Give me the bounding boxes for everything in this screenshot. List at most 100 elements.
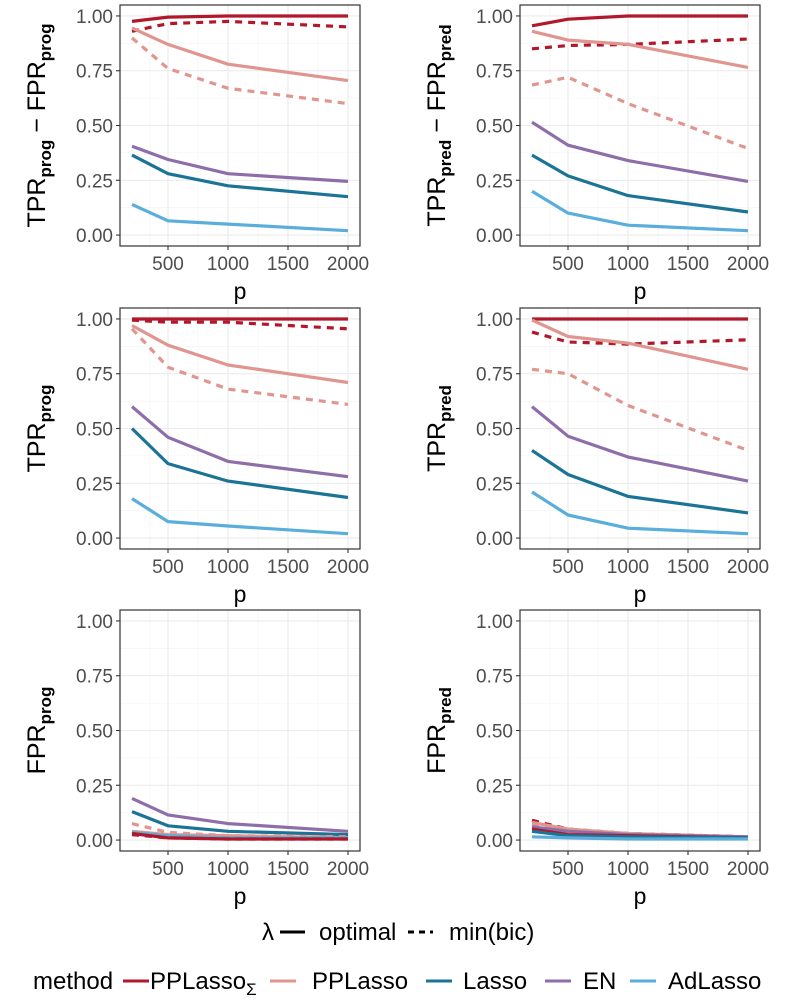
x-axis-title: p bbox=[234, 278, 247, 304]
legend-label-minbic: min(bic) bbox=[449, 919, 534, 946]
series-line-adlasso-optimal bbox=[131, 202, 349, 233]
y-tick-label: 0.00 bbox=[76, 831, 113, 852]
y-tick-label: 0.75 bbox=[476, 667, 513, 688]
y-tick-label: 1.00 bbox=[476, 612, 513, 633]
y-axis-title: TPRpred − FPRpred bbox=[423, 24, 455, 226]
y-axis-title: FPRprog bbox=[23, 687, 55, 775]
x-tick-label: 1000 bbox=[607, 859, 649, 880]
panel-1: 0.00 0.25 0.50 0.75 1.00 500 1000 1500 2000 p TPRp… bbox=[23, 4, 369, 304]
series-line-pplassosigma-minbic bbox=[131, 833, 348, 841]
y-axis-title: TPRprog − FPRprog bbox=[23, 23, 55, 227]
x-tick-label: 1500 bbox=[667, 557, 709, 578]
y-tick-label: 0.25 bbox=[476, 171, 513, 192]
y-tick-label: 1.00 bbox=[76, 7, 113, 28]
legend-label-adlasso: AdLasso bbox=[668, 968, 761, 995]
series-line-lasso-optimal bbox=[531, 829, 749, 840]
y-tick-label: 0.50 bbox=[76, 117, 113, 138]
x-tick-label: 1500 bbox=[267, 557, 309, 578]
y-tick-label: 1.00 bbox=[476, 7, 513, 28]
series-line-pplasso-minbic bbox=[130, 327, 349, 406]
method-legend-title: method bbox=[33, 968, 113, 995]
series-line-adlasso-optimal bbox=[131, 497, 349, 536]
x-tick-label: 2000 bbox=[727, 254, 769, 275]
x-tick-label: 1000 bbox=[607, 557, 649, 578]
x-tick-label: 1500 bbox=[667, 254, 709, 275]
x-tick-label: 1000 bbox=[207, 859, 249, 880]
y-tick-label: 0.25 bbox=[76, 474, 113, 495]
series-line-lasso-optimal bbox=[531, 449, 749, 515]
series-line-pplassosigma-minbic bbox=[531, 330, 749, 346]
series-line-pplassosigma-optimal bbox=[531, 14, 748, 28]
panel-6: 0.00 0.25 0.50 0.75 1.00 500 1000 1500 2000 p FPRp… bbox=[423, 609, 769, 909]
series-line-pplasso-optimal bbox=[531, 318, 749, 371]
y-tick-label: 0.50 bbox=[476, 722, 513, 743]
y-tick-label: 0.75 bbox=[476, 365, 513, 386]
x-tick-label: 500 bbox=[152, 557, 184, 578]
y-tick-label: 1.00 bbox=[76, 612, 113, 633]
x-tick-label: 1500 bbox=[267, 859, 309, 880]
y-tick-label: 0.75 bbox=[76, 365, 113, 386]
series-line-adlasso-optimal bbox=[531, 490, 749, 536]
y-tick-label: 0.25 bbox=[76, 776, 113, 797]
panel-4: 0.00 0.25 0.50 0.75 1.00 500 1000 1500 2000 p TPRp… bbox=[423, 307, 769, 607]
x-tick-label: 500 bbox=[552, 254, 584, 275]
y-axis-title: TPRpred bbox=[423, 385, 455, 472]
legend-label-pplasso-sigma-main: PPLasso bbox=[150, 968, 246, 995]
x-axis-title: p bbox=[234, 581, 247, 607]
series-line-pplasso-optimal bbox=[131, 26, 349, 83]
y-tick-label: 0.00 bbox=[476, 529, 513, 550]
x-axis-title: p bbox=[634, 883, 647, 909]
y-tick-label: 0.75 bbox=[76, 62, 113, 83]
y-tick-label: 0.75 bbox=[476, 62, 513, 83]
series-line-pplasso-minbic bbox=[130, 36, 349, 106]
series-line-en-optimal bbox=[131, 144, 349, 183]
series-line-lasso-optimal bbox=[131, 153, 349, 199]
series-line-lasso-optimal bbox=[130, 427, 349, 500]
y-tick-label: 0.00 bbox=[476, 831, 513, 852]
y-tick-label: 0.50 bbox=[76, 722, 113, 743]
series-line-pplassosigma-minbic bbox=[531, 37, 749, 51]
y-tick-label: 0.50 bbox=[476, 117, 513, 138]
panel-2: 0.00 0.25 0.50 0.75 1.00 500 1000 1500 2000 p TPRp… bbox=[423, 4, 769, 304]
y-tick-label: 0.50 bbox=[76, 420, 113, 441]
x-tick-label: 1000 bbox=[207, 254, 249, 275]
series-line-pplassosigma-optimal bbox=[131, 14, 348, 23]
x-tick-label: 500 bbox=[552, 557, 584, 578]
x-tick-label: 1000 bbox=[607, 254, 649, 275]
x-tick-label: 500 bbox=[552, 859, 584, 880]
y-axis-title: TPRprog bbox=[23, 385, 55, 473]
y-tick-label: 0.00 bbox=[476, 226, 513, 247]
series-line-en-optimal bbox=[530, 405, 749, 483]
panel-3: 0.00 0.25 0.50 0.75 1.00 500 1000 1500 2000 p TPRp… bbox=[23, 307, 369, 607]
series-line-pplasso-minbic bbox=[531, 367, 749, 452]
series-line-en-optimal bbox=[531, 120, 749, 183]
y-tick-label: 1.00 bbox=[76, 310, 113, 331]
y-axis-title: FPRpred bbox=[423, 687, 455, 774]
series-line-adlasso-optimal bbox=[531, 189, 749, 233]
series-line-pplassosigma-minbic bbox=[131, 19, 349, 33]
x-tick-label: 2000 bbox=[327, 859, 369, 880]
legend-label-pplasso: PPLasso bbox=[312, 968, 408, 995]
x-axis-title: p bbox=[634, 278, 647, 304]
x-tick-label: 1500 bbox=[667, 859, 709, 880]
y-tick-label: 0.00 bbox=[76, 529, 113, 550]
legend-label-pplasso-sigma-sub: Σ bbox=[246, 980, 257, 999]
series-line-pplasso-optimal bbox=[531, 29, 749, 69]
x-tick-label: 1000 bbox=[207, 557, 249, 578]
method-legend: method PPLassoΣ PPLasso Lasso EN AdLasso bbox=[33, 968, 761, 999]
series-line-pplassosigma-minbic bbox=[131, 318, 349, 331]
x-tick-label: 2000 bbox=[327, 557, 369, 578]
x-tick-label: 1500 bbox=[267, 254, 309, 275]
y-tick-label: 0.50 bbox=[476, 420, 513, 441]
y-tick-label: 0.00 bbox=[76, 226, 113, 247]
series-line-adlasso-optimal bbox=[531, 835, 748, 841]
x-tick-label: 2000 bbox=[327, 254, 369, 275]
legend-label-lasso: Lasso bbox=[463, 968, 527, 995]
x-tick-label: 2000 bbox=[727, 859, 769, 880]
y-tick-label: 0.25 bbox=[76, 171, 113, 192]
panel-5: 0.00 0.25 0.50 0.75 1.00 500 1000 1500 2000 p FPRp… bbox=[23, 609, 369, 909]
x-tick-label: 500 bbox=[152, 254, 184, 275]
x-tick-label: 2000 bbox=[727, 557, 769, 578]
